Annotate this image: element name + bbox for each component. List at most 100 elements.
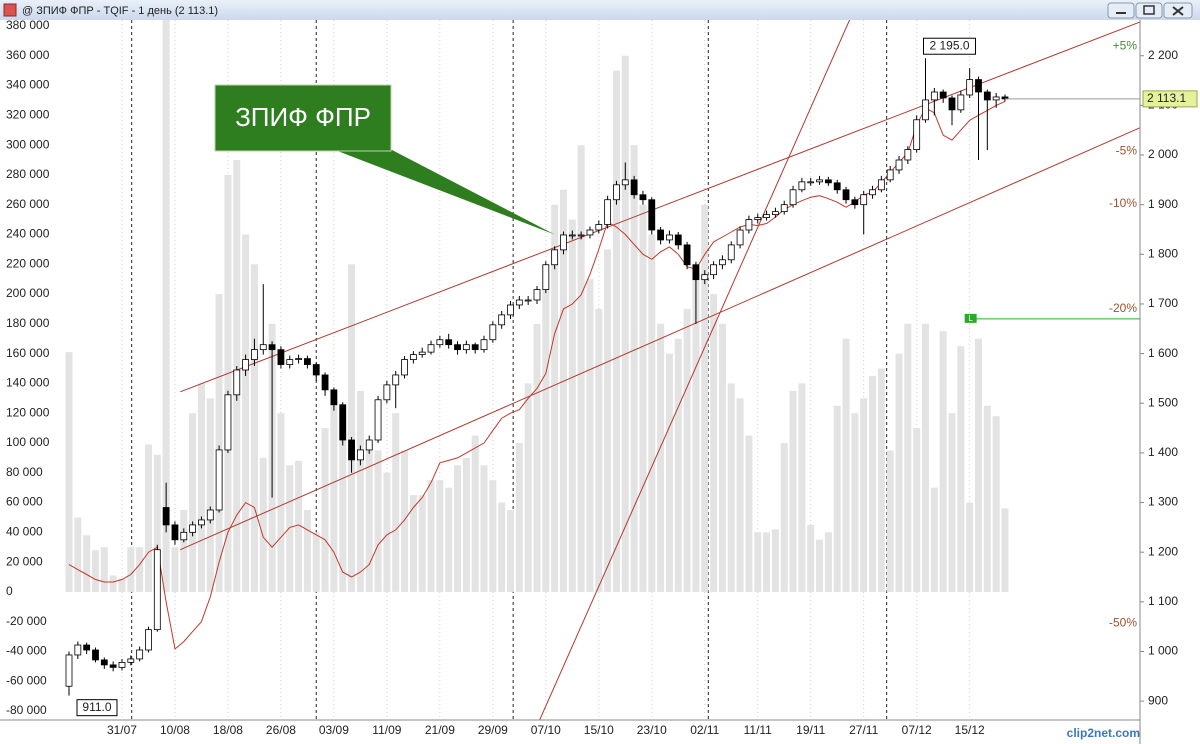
- candle-body: [171, 524, 179, 541]
- candle-body: [657, 229, 665, 241]
- volume-bar: [83, 535, 91, 592]
- y2-tick-label: 1 200: [1148, 544, 1178, 558]
- volume-bar: [586, 279, 594, 592]
- candle-body: [109, 664, 117, 668]
- candle-body: [127, 658, 135, 663]
- y2-tick-label: 1 700: [1148, 296, 1178, 310]
- candle-body: [480, 339, 488, 351]
- candle-body: [992, 96, 1000, 101]
- volume-bar: [789, 390, 797, 592]
- candle-body: [807, 181, 815, 184]
- candle-body: [295, 358, 302, 360]
- volume-bar: [780, 442, 788, 592]
- candle-body: [842, 189, 850, 201]
- volume-bar: [286, 465, 294, 592]
- volume-bar: [1001, 508, 1009, 592]
- y-tick-label: 300 000: [6, 137, 50, 151]
- minimize-button[interactable]: [1107, 2, 1135, 19]
- candle-body: [498, 314, 506, 326]
- maximize-button[interactable]: [1135, 2, 1163, 19]
- volume-bar: [639, 204, 647, 592]
- candle-body: [957, 94, 965, 111]
- candle-body: [560, 234, 567, 251]
- y-tick-label: -60 000: [6, 673, 47, 687]
- candle-body: [74, 644, 82, 656]
- callout-box: [214, 84, 392, 152]
- volume-bar: [745, 435, 753, 592]
- candle-body: [374, 399, 382, 441]
- alert-label: L: [968, 314, 973, 323]
- volume-bar: [374, 450, 382, 592]
- candle-body: [489, 324, 497, 341]
- volume-bar: [171, 547, 179, 592]
- candle-body: [162, 507, 170, 526]
- y-tick-label: 260 000: [6, 197, 50, 211]
- volume-bar: [215, 294, 223, 592]
- level-label: -20%: [1109, 301, 1137, 315]
- candle-body: [666, 234, 673, 241]
- candle-body: [533, 289, 541, 301]
- y-tick-label: 340 000: [6, 78, 50, 92]
- candle-body: [577, 234, 585, 237]
- volume-bar: [860, 398, 868, 592]
- volume-bar: [189, 413, 197, 592]
- volume-bar: [930, 487, 938, 592]
- candle-body: [648, 199, 656, 231]
- last-price-box: [1142, 90, 1198, 108]
- volume-bar: [330, 398, 338, 592]
- candle-body: [922, 99, 929, 121]
- callout-pointer: [335, 150, 555, 235]
- candle-body: [206, 509, 214, 521]
- volume-bar: [630, 145, 638, 592]
- candle-body: [65, 654, 73, 687]
- y-tick-label: 80 000: [6, 465, 43, 479]
- window-buttons[interactable]: [1107, 2, 1193, 19]
- y2-tick-label: 2 000: [1148, 147, 1178, 161]
- candle-body: [595, 224, 603, 231]
- volume-bar: [224, 174, 232, 592]
- volume-bar: [551, 204, 559, 592]
- candle-body: [198, 519, 205, 526]
- volume-bar: [498, 502, 506, 592]
- volume-bar: [65, 352, 73, 592]
- x-tick-label: 15/12: [955, 723, 985, 737]
- candle-body: [719, 259, 726, 266]
- candle-body: [869, 189, 876, 196]
- volume-bar: [507, 510, 514, 592]
- candle-body: [286, 359, 294, 365]
- candle-body: [727, 244, 735, 261]
- candle-body: [242, 359, 250, 371]
- volume-bar: [727, 383, 735, 592]
- callout-text: ЗПИФ ФПР: [235, 102, 371, 132]
- candle-body: [604, 199, 612, 225]
- y-tick-label: 200 000: [6, 286, 50, 300]
- volume-bar: [436, 480, 444, 592]
- y2-tick-label: 900: [1148, 693, 1168, 707]
- candle-body: [118, 662, 126, 668]
- volume-bar: [895, 353, 903, 592]
- volume-bar: [983, 405, 991, 592]
- y-tick-label: 160 000: [6, 346, 50, 360]
- candle-body: [427, 344, 435, 353]
- volume-bar: [604, 249, 612, 592]
- volume-bar: [877, 368, 885, 592]
- volume-bar: [612, 70, 620, 592]
- volume-bar: [904, 323, 912, 592]
- volume-bar: [259, 457, 267, 592]
- volume-bar: [533, 323, 541, 592]
- candle-body: [763, 214, 770, 218]
- volume-bar: [992, 416, 1000, 592]
- candle-body: [966, 79, 974, 96]
- volume-bar: [948, 413, 956, 592]
- volume-bar: [515, 442, 523, 592]
- candle-body: [621, 179, 629, 186]
- volume-bar: [701, 204, 709, 592]
- candle-body: [383, 384, 391, 401]
- x-tick-label: 18/08: [213, 723, 243, 737]
- volume-bar: [833, 405, 841, 592]
- y-tick-label: 180 000: [6, 316, 50, 330]
- x-tick-label: 27/11: [849, 723, 878, 737]
- candle-body: [542, 264, 550, 290]
- candle-body: [833, 182, 841, 191]
- volume-bar: [409, 495, 417, 592]
